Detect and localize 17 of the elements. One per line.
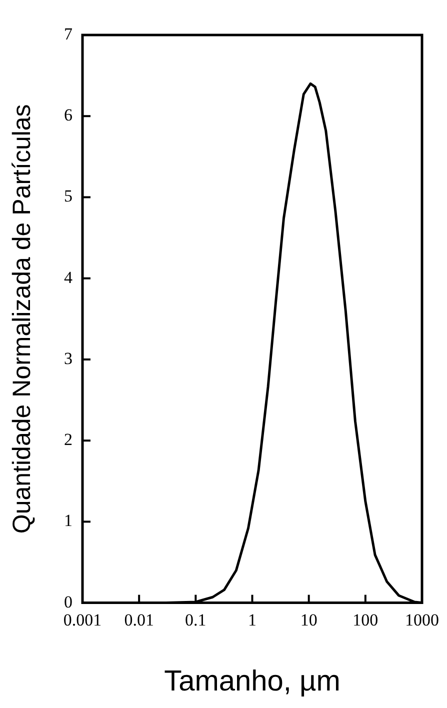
- x-tick-label: 0.1: [185, 610, 206, 630]
- x-tick-label: 1: [248, 610, 256, 630]
- y-tick-label: 5: [64, 186, 72, 206]
- x-tick-label: 100: [352, 610, 378, 630]
- x-tick-label: 0.01: [124, 610, 154, 630]
- y-tick-label: 4: [64, 268, 73, 287]
- y-tick-label: 0: [64, 592, 72, 612]
- x-tick-label: 1000: [405, 610, 439, 630]
- y-tick-label: 6: [64, 106, 72, 125]
- x-tick-label: 10: [300, 610, 318, 630]
- x-tick-label: 0.001: [63, 610, 102, 630]
- y-tick-label: 3: [64, 348, 72, 368]
- y-tick-label: 2: [64, 430, 72, 450]
- y-tick-label: 7: [64, 24, 73, 44]
- y-tick-label: 1: [64, 511, 72, 530]
- y-axis-title: Quantidade Normalizada de Partículas: [8, 104, 36, 534]
- x-axis-title: Tamanho, µm: [164, 666, 340, 698]
